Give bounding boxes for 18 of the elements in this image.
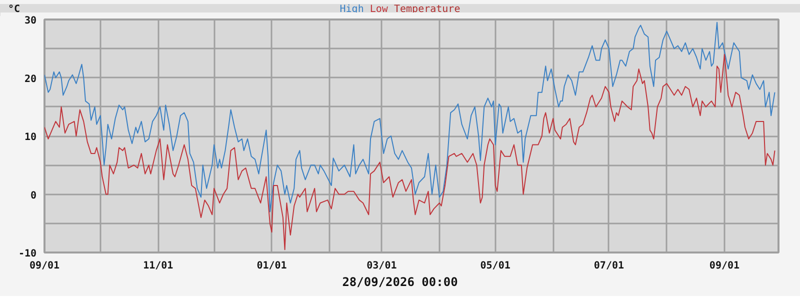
- y-tick-label: -10: [18, 248, 36, 260]
- x-tick-label: 01/01: [256, 260, 287, 272]
- x-tick-label: 09/01: [709, 260, 740, 272]
- x-tick-label: 09/01: [29, 260, 60, 272]
- line-series: [44, 22, 776, 212]
- line-series: [44, 54, 776, 250]
- x-tick-label: 07/01: [594, 260, 624, 272]
- text: Low: [370, 4, 388, 15]
- y-tick-label: 30: [24, 16, 37, 26]
- y-axis-title: °C: [8, 4, 20, 16]
- x-tick-label: 03/01: [366, 260, 397, 272]
- x-tick-label: 05/01: [480, 260, 510, 272]
- y-tick-label: 10: [24, 132, 37, 143]
- chart-title: Temperature: [394, 4, 460, 15]
- x-tick-label: 11/01: [143, 260, 174, 272]
- text: 28/09/2026 00:00: [341, 274, 459, 291]
- y-tick-label: 0: [30, 190, 37, 202]
- y-tick-label: 20: [24, 74, 37, 85]
